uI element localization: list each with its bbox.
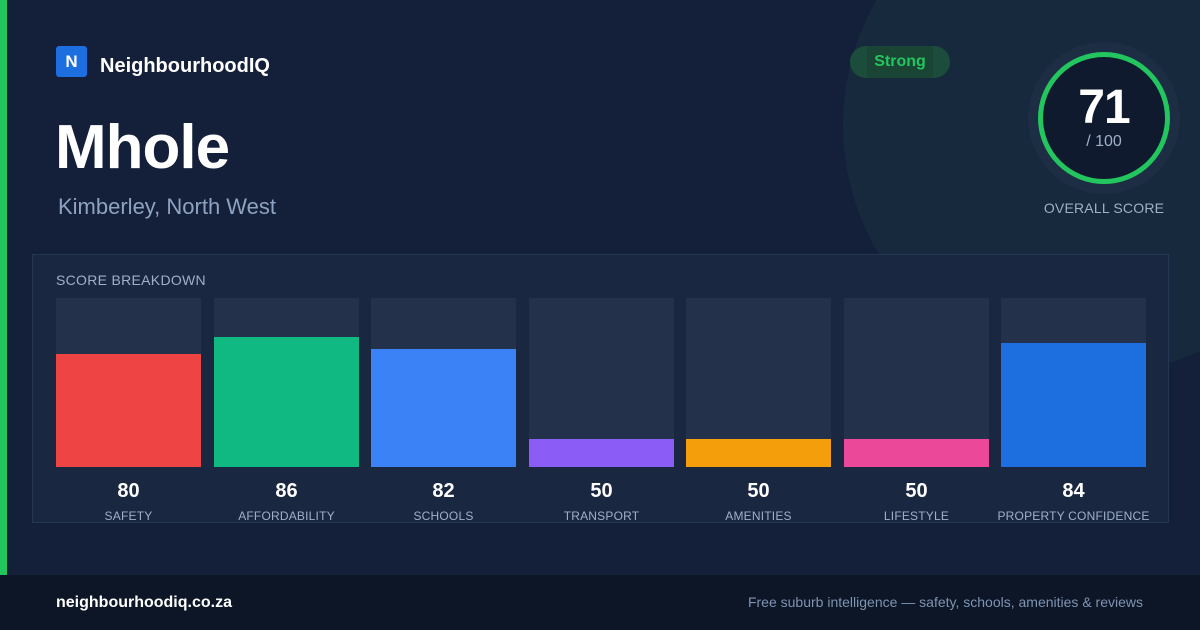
score-bar-fill bbox=[1001, 343, 1146, 467]
score-bar-label: AFFORDABILITY bbox=[238, 509, 335, 523]
overall-score-max: / 100 bbox=[1086, 133, 1122, 150]
score-bar-value: 84 bbox=[1062, 480, 1085, 502]
rating-badge-label: Strong bbox=[874, 53, 926, 70]
score-bar-property-confidence: 84 PROPERTY CONFIDENCE bbox=[997, 298, 1149, 523]
suburb-title: Mhole bbox=[55, 113, 230, 182]
overall-score-label: OVERALL SCORE bbox=[1043, 200, 1165, 216]
score-bar-value: 50 bbox=[905, 480, 928, 502]
score-bar-label: SCHOOLS bbox=[413, 509, 474, 523]
score-bar-fill bbox=[844, 439, 989, 467]
footer-url-link[interactable]: neighbourhoodiq.co.za bbox=[56, 594, 232, 611]
overall-score-ring bbox=[1038, 52, 1170, 184]
footer-tagline: Free suburb intelligence — safety, schoo… bbox=[747, 594, 1143, 610]
overall-score-value: 71 bbox=[1078, 81, 1130, 134]
score-bar-track bbox=[56, 298, 201, 467]
score-breakdown-panel: SCORE BREAKDOWN 80 SAFETY 86 AFFORDABILITY 8… bbox=[32, 254, 1169, 523]
score-bar-track bbox=[214, 298, 359, 467]
score-bar-fill bbox=[371, 349, 516, 467]
score-bar-track bbox=[686, 298, 831, 467]
score-bar-transport: 50 TRANSPORT bbox=[529, 298, 674, 523]
score-bar-affordability: 86 AFFORDABILITY bbox=[214, 298, 359, 523]
score-bar-value: 82 bbox=[432, 480, 455, 502]
score-bar-fill bbox=[214, 337, 359, 467]
score-bar-track bbox=[371, 298, 516, 467]
suburb-location: Kimberley, North West bbox=[58, 194, 277, 219]
footer: neighbourhoodiq.co.za Free suburb intell… bbox=[0, 575, 1200, 630]
score-bar-lifestyle: 50 LIFESTYLE bbox=[844, 298, 989, 523]
score-bar-fill bbox=[529, 439, 674, 467]
score-bar-track bbox=[844, 298, 989, 467]
score-bar-value: 50 bbox=[747, 480, 770, 502]
score-bar-value: 80 bbox=[117, 480, 140, 502]
score-bar-fill bbox=[56, 354, 201, 467]
rating-badge: Strong bbox=[850, 46, 950, 78]
score-bar-value: 50 bbox=[590, 480, 613, 502]
score-bar-safety: 80 SAFETY bbox=[56, 298, 201, 523]
score-bar-amenities: 50 AMENITIES bbox=[686, 298, 831, 523]
overall-score-dial: 71 / 100 bbox=[1028, 42, 1180, 194]
score-breakdown-title: SCORE BREAKDOWN bbox=[56, 272, 206, 288]
accent-bar bbox=[0, 0, 7, 575]
brand-name: NeighbourhoodIQ bbox=[100, 55, 270, 77]
score-bar-fill bbox=[686, 439, 831, 467]
brand[interactable]: N NeighbourhoodIQ bbox=[56, 46, 270, 77]
score-bar-label: LIFESTYLE bbox=[883, 509, 950, 523]
brand-logo-icon: N bbox=[56, 46, 87, 77]
rating-badge-inner bbox=[867, 46, 933, 78]
score-bar-label: SAFETY bbox=[104, 509, 153, 523]
score-bar-label: AMENITIES bbox=[725, 509, 792, 523]
score-bar-label: PROPERTY CONFIDENCE bbox=[997, 509, 1150, 523]
score-breakdown-bars: 80 SAFETY 86 AFFORDABILITY 82 SCHOOLS 50 TRANSP… bbox=[56, 298, 1149, 523]
score-bar-label: TRANSPORT bbox=[563, 509, 640, 523]
score-bar-value: 86 bbox=[275, 480, 298, 502]
score-bar-schools: 82 SCHOOLS bbox=[371, 298, 516, 523]
score-bar-track bbox=[1001, 298, 1146, 467]
score-bar-track bbox=[529, 298, 674, 467]
